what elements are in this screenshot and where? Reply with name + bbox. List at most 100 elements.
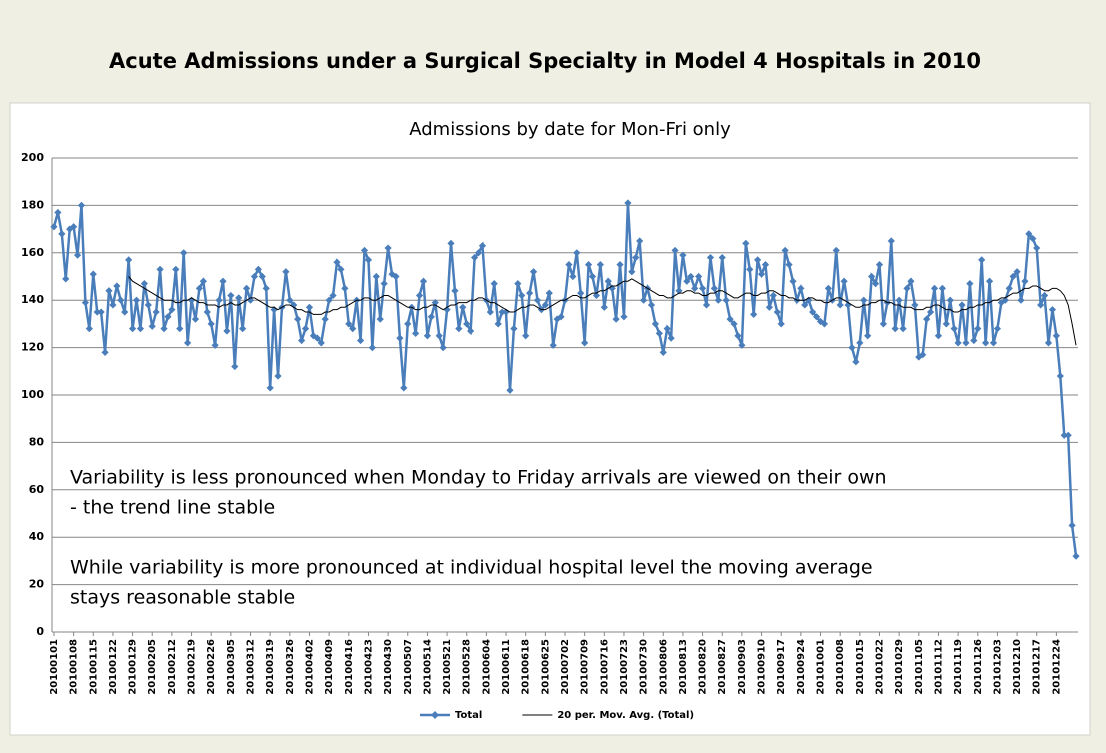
data-point [467, 327, 475, 335]
data-point [1068, 521, 1076, 529]
data-point [640, 296, 648, 304]
data-point [164, 313, 172, 321]
data-point [77, 201, 86, 209]
data-point [966, 280, 974, 288]
data-point [671, 246, 679, 255]
data-point [852, 358, 860, 366]
data-point [427, 313, 435, 321]
data-point [431, 298, 439, 307]
data-point [121, 308, 129, 316]
data-point [824, 284, 832, 292]
data-point [1060, 431, 1068, 439]
x-tick-label: 20100723 [619, 639, 630, 695]
data-point [801, 301, 809, 309]
data-point [541, 301, 549, 309]
data-point [329, 291, 337, 300]
x-tick-label: 20101126 [973, 639, 984, 695]
x-tick-label: 20100611 [501, 639, 512, 695]
data-point [529, 268, 538, 276]
y-tick-label: 100 [21, 388, 44, 401]
data-point [1029, 234, 1037, 243]
x-tick-label: 20101105 [914, 639, 925, 695]
data-point [655, 329, 663, 337]
chart-frame [9, 102, 1091, 736]
y-tick-label: 120 [21, 341, 44, 354]
x-tick-label: 20101224 [1051, 639, 1062, 695]
x-tick-label: 20100122 [108, 639, 119, 695]
data-point [199, 277, 207, 285]
data-point [647, 301, 656, 309]
x-tick-label: 20100910 [757, 639, 768, 695]
data-point [726, 315, 734, 323]
data-point [958, 301, 966, 309]
x-tick-label: 20100521 [442, 639, 453, 695]
x-tick-label: 20100903 [737, 639, 748, 695]
data-point [219, 277, 227, 285]
data-point [132, 296, 141, 304]
data-point [1037, 301, 1045, 309]
y-tick-label: 140 [21, 293, 44, 306]
data-point [345, 320, 353, 328]
x-tick-label: 20101022 [874, 639, 885, 695]
data-point [600, 303, 608, 311]
data-point [455, 325, 463, 333]
data-point [349, 325, 357, 333]
data-point [125, 256, 133, 264]
data-point [1064, 431, 1072, 439]
data-point [1017, 296, 1025, 304]
data-point [848, 344, 856, 352]
data-point [423, 332, 432, 340]
data-point [451, 287, 459, 295]
data-point [687, 272, 695, 281]
data-point [907, 277, 915, 285]
data-point [679, 251, 687, 259]
data-point [691, 284, 699, 292]
data-point [706, 253, 715, 262]
data-point [636, 237, 644, 245]
data-point [412, 329, 420, 337]
data-point [231, 362, 239, 371]
x-tick-label: 20100402 [304, 639, 315, 695]
data-point [266, 384, 274, 392]
data-point [317, 339, 325, 347]
legend-label: Total [455, 710, 482, 721]
data-point [875, 261, 884, 269]
data-point [274, 372, 282, 380]
data-point [117, 296, 125, 304]
data-point [215, 296, 223, 304]
x-tick-label: 20100430 [383, 639, 394, 695]
data-point [54, 208, 62, 217]
data-point [396, 334, 404, 342]
x-tick-label: 20100312 [246, 639, 257, 695]
data-point [856, 339, 864, 347]
x-tick-label: 20100423 [363, 639, 374, 695]
data-point [651, 320, 660, 328]
data-point [962, 339, 970, 347]
data-point [533, 296, 542, 304]
data-point [620, 313, 628, 321]
data-point [101, 348, 109, 356]
x-tick-label: 20101112 [933, 639, 944, 695]
data-point [301, 325, 310, 333]
data-point [1056, 372, 1064, 380]
data-point [321, 315, 329, 323]
x-tick-label: 20100115 [88, 639, 99, 695]
x-tick-label: 20101119 [953, 639, 964, 695]
x-tick-label: 20100625 [540, 639, 551, 695]
data-point [235, 294, 243, 302]
data-point [970, 336, 978, 345]
data-point [474, 249, 483, 257]
data-point [761, 261, 770, 269]
data-point [73, 251, 82, 259]
data-point [360, 246, 369, 255]
data-point [518, 291, 526, 300]
data-point [868, 272, 876, 281]
y-tick-label: 40 [29, 530, 45, 543]
data-point [942, 320, 950, 328]
data-point [718, 253, 726, 262]
data-point [404, 320, 412, 328]
x-tick-label: 20101015 [855, 639, 866, 695]
x-tick-label: 20100709 [580, 639, 591, 695]
data-point [832, 246, 840, 255]
x-tick-label: 20101217 [1032, 639, 1043, 695]
